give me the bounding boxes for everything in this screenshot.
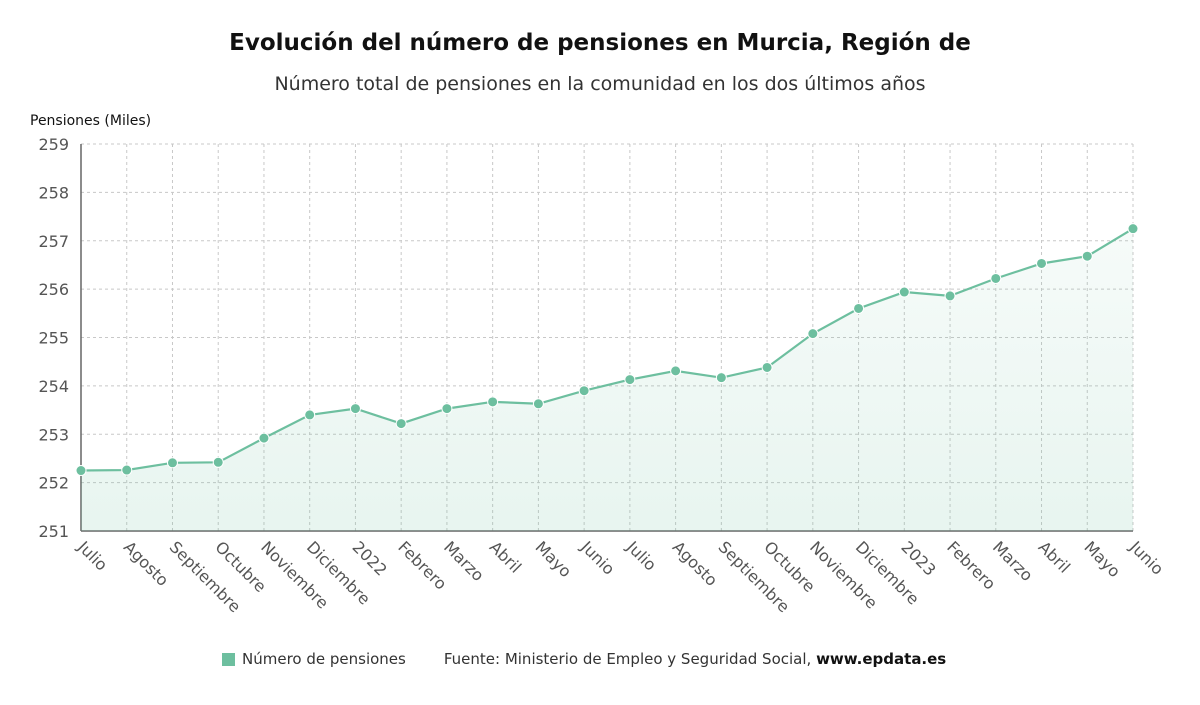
legend-label: Número de pensiones [242, 650, 406, 668]
data-point [349, 403, 361, 415]
x-tick-label: 2023 [897, 537, 939, 579]
data-point [441, 403, 453, 415]
chart-title: Evolución del número de pensiones en Mur… [229, 30, 971, 56]
data-point [395, 418, 407, 430]
x-tick-label: Febrero [943, 537, 999, 593]
series-line [80, 227, 1134, 472]
y-tick-label: 256 [38, 280, 69, 299]
data-point [624, 374, 636, 386]
data-point [487, 396, 499, 408]
x-tick-label: Junio [577, 537, 619, 579]
y-tick-label: 254 [38, 377, 69, 396]
data-point [670, 365, 682, 377]
data-point [761, 361, 773, 373]
data-point [853, 302, 865, 314]
x-tick-label: Mayo [532, 537, 576, 581]
chart-subtitle: Número total de pensiones en la comunida… [274, 73, 926, 95]
source-site: www.epdata.es [816, 650, 947, 668]
data-point [578, 385, 590, 397]
y-tick-label: 253 [38, 425, 69, 444]
x-tick-label: Abril [486, 537, 525, 576]
data-point [898, 286, 910, 298]
data-point [121, 464, 133, 476]
data-point [166, 457, 178, 469]
x-tick-label: Mayo [1080, 537, 1124, 581]
legend-swatch [222, 652, 235, 666]
data-point [304, 409, 316, 421]
data-point [715, 372, 727, 384]
x-tick-label: Agosto [120, 537, 173, 590]
data-point [258, 432, 270, 444]
x-tick-label: 2022 [349, 537, 391, 579]
x-tick-label: Agosto [669, 537, 722, 590]
y-tick-label: 251 [38, 522, 69, 541]
data-point [1127, 223, 1139, 235]
chart-footer: Número de pensiones Fuente: Ministerio d… [222, 650, 946, 668]
series-area [81, 228, 1133, 531]
source-label: Fuente: Ministerio de Empleo y Seguridad… [443, 650, 817, 668]
data-point [1081, 250, 1093, 262]
x-tick-label: Abril [1035, 537, 1074, 576]
data-point [532, 398, 544, 410]
data-point [990, 272, 1002, 284]
y-tick-label: 257 [38, 232, 69, 251]
y-axis-label: Pensiones (Miles) [30, 113, 152, 129]
data-point [1036, 257, 1048, 269]
y-tick-label: 252 [38, 474, 69, 493]
y-tick-label: 255 [38, 329, 69, 348]
data-point [212, 456, 224, 468]
x-tick-label: Julio [73, 537, 111, 575]
x-tick-label: Junio [1125, 537, 1167, 579]
data-point [807, 328, 819, 340]
source-text: Fuente: Ministerio de Empleo y Seguridad… [444, 650, 946, 668]
x-tick-label: Febrero [394, 537, 450, 593]
x-tick-label: Julio [622, 537, 660, 575]
y-tick-label: 258 [38, 183, 69, 202]
data-point [75, 465, 87, 477]
data-point [944, 290, 956, 302]
y-tick-label: 259 [38, 135, 69, 154]
